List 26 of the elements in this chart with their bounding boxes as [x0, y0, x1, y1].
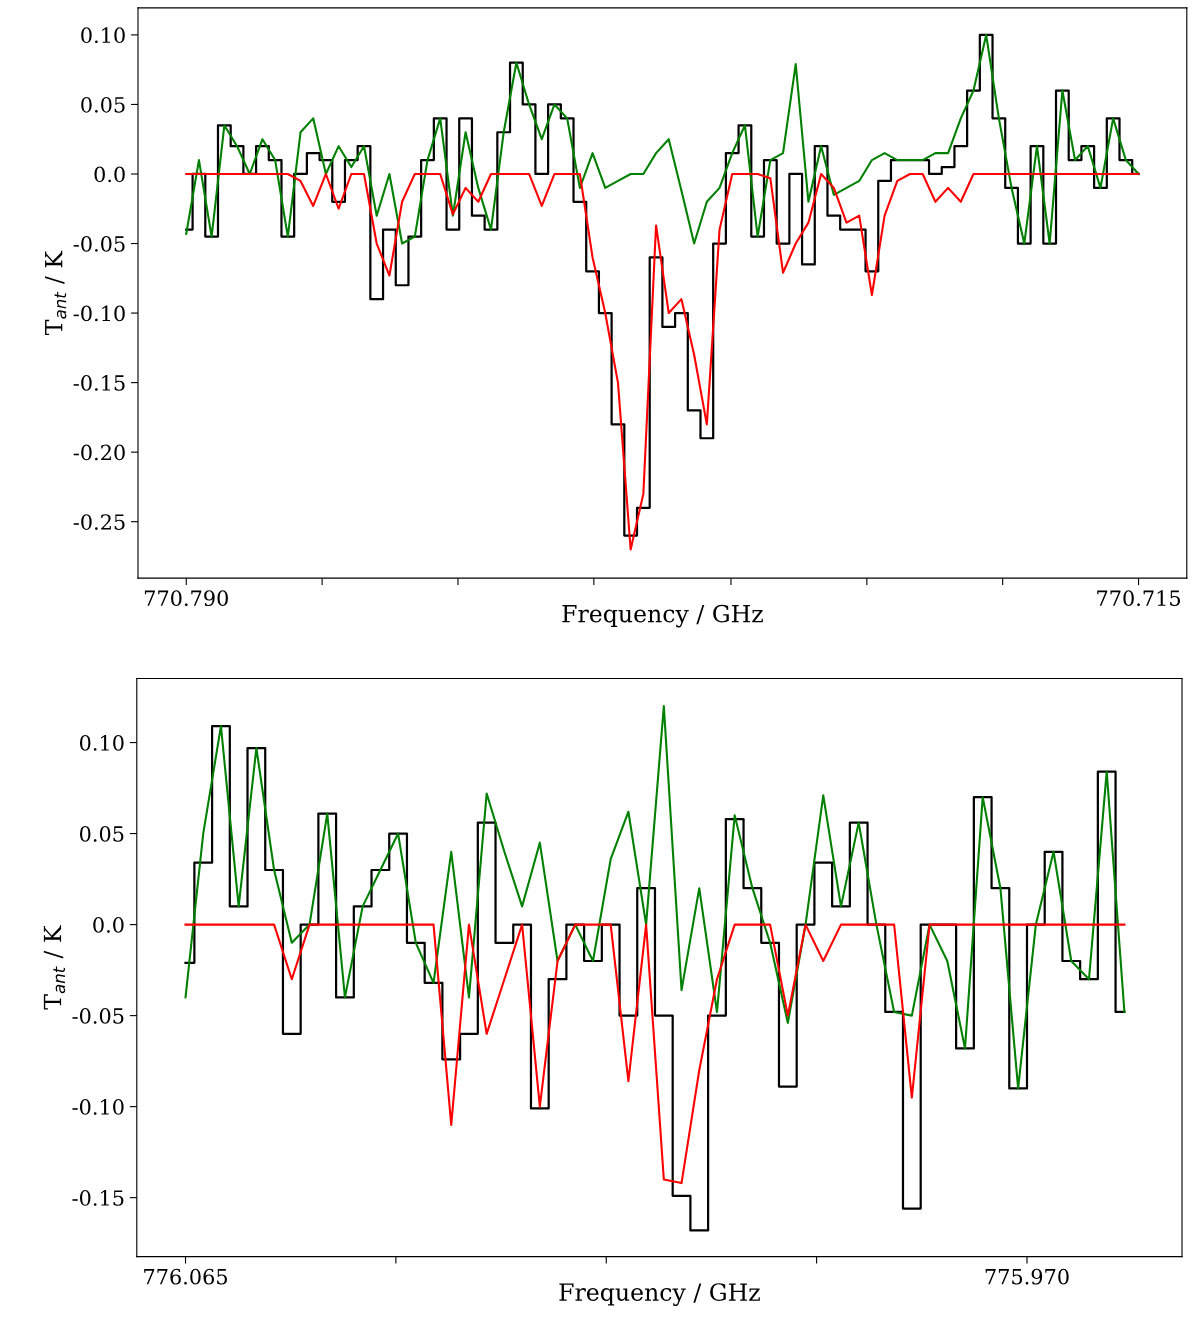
y-tick-label: -0.15 — [72, 1190, 124, 1206]
line-series — [184, 923, 1126, 1185]
x-axis-title: Frequency / GHz — [562, 604, 763, 628]
line-series — [185, 33, 1140, 245]
y-tick-label: -0.20 — [73, 444, 125, 461]
y-tick-label: -0.25 — [73, 514, 125, 530]
x-axis-title: Frequency / GHz — [559, 1283, 760, 1306]
y-tick-label: -0.10 — [73, 305, 125, 322]
y-tick-label: 0.10 — [81, 27, 125, 44]
y-tick-label: 0.10 — [79, 735, 124, 751]
y-axis-title: T$_{ant}$ / K — [45, 250, 67, 336]
line-series — [185, 172, 1140, 551]
y-tick-label: -0.05 — [72, 1008, 124, 1024]
x-tick-label: 770.715 — [1097, 590, 1181, 607]
x-tick-label: 776.065 — [144, 1268, 227, 1285]
y-tick-label: 0.0 — [94, 166, 125, 183]
y-tick-label: -0.10 — [72, 1099, 124, 1115]
line-series — [184, 705, 1126, 1090]
x-tick-label: 770.790 — [144, 590, 228, 607]
y-axis-title: T$_{ant}$ / K — [43, 925, 66, 1010]
y-tick-label: -0.05 — [73, 235, 125, 252]
y-tick-label: 0.05 — [79, 826, 124, 842]
y-tick-label: -0.15 — [73, 375, 125, 391]
y-tick-label: 0.05 — [81, 96, 125, 113]
y-tick-label: 0.0 — [93, 917, 124, 933]
x-tick-label: 775.970 — [985, 1268, 1069, 1285]
